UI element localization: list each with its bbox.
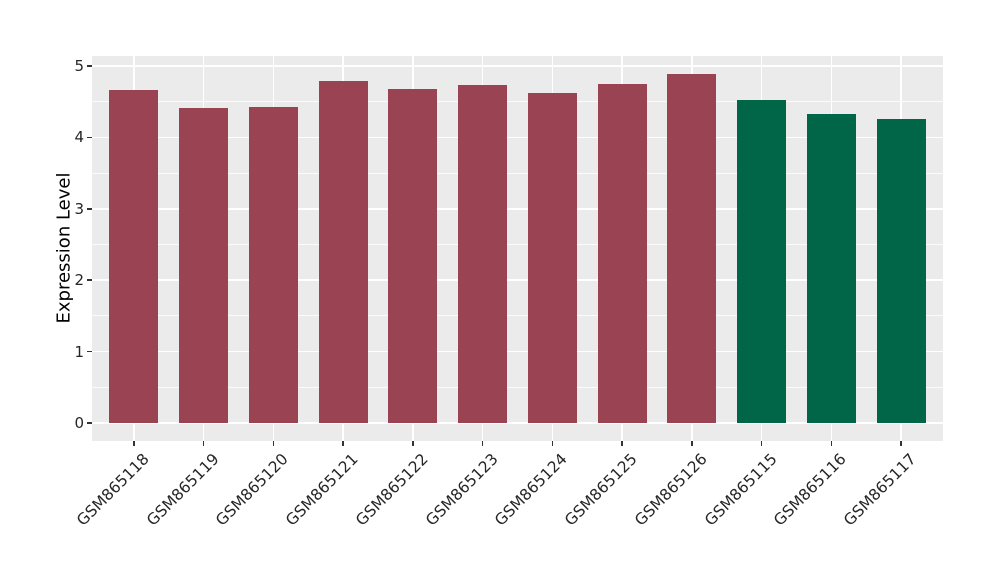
y-tick-label: 4 — [74, 128, 84, 147]
bar-GSM865119 — [179, 108, 229, 423]
bar-GSM865117 — [876, 118, 926, 423]
x-tick-mark — [551, 441, 554, 446]
y-tick-label: 1 — [74, 342, 84, 361]
bar-GSM865120 — [248, 106, 298, 423]
y-tick-label: 5 — [74, 57, 84, 75]
bar-GSM865116 — [806, 113, 856, 423]
y-tick-mark — [87, 208, 92, 210]
major-gridline — [92, 350, 943, 353]
y-tick-label: 3 — [74, 199, 84, 218]
minor-gridline — [92, 172, 943, 174]
y-tick-label: 0 — [74, 414, 84, 432]
x-tick-mark — [760, 441, 763, 446]
x-tick-mark — [272, 441, 275, 446]
x-tick-mark — [202, 441, 205, 446]
major-gridline — [92, 208, 943, 210]
x-tick-mark — [830, 441, 833, 446]
minor-gridline — [92, 244, 943, 245]
x-tick-mark — [481, 441, 484, 446]
y-tick-mark — [87, 350, 92, 353]
y-tick-mark — [87, 422, 92, 424]
bar-GSM865125 — [597, 83, 647, 423]
y-tick-mark — [87, 65, 92, 67]
major-gridline — [92, 65, 943, 67]
minor-gridline — [92, 101, 943, 103]
x-tick-mark — [900, 441, 902, 446]
bar-GSM865115 — [737, 100, 787, 423]
bar-GSM865124 — [527, 93, 577, 423]
bar-GSM865121 — [318, 80, 368, 423]
major-gridline — [92, 136, 943, 139]
x-tick-mark — [342, 441, 344, 446]
bar-GSM865118 — [109, 90, 159, 423]
minor-gridline — [92, 386, 943, 388]
x-tick-mark — [691, 441, 693, 446]
bar-GSM865123 — [458, 84, 508, 423]
bar-GSM865126 — [667, 73, 717, 423]
bar-GSM865122 — [388, 88, 438, 423]
x-tick-mark — [133, 441, 135, 446]
major-gridline — [92, 422, 943, 424]
y-tick-mark — [87, 279, 92, 281]
x-tick-mark — [412, 441, 414, 446]
minor-gridline — [92, 315, 943, 317]
plot-panel — [92, 56, 943, 441]
x-tick-mark — [621, 441, 623, 446]
y-axis-title: Expression Level — [53, 172, 75, 324]
y-tick-mark — [87, 136, 92, 139]
y-tick-label: 2 — [74, 271, 84, 290]
major-gridline — [92, 279, 943, 281]
